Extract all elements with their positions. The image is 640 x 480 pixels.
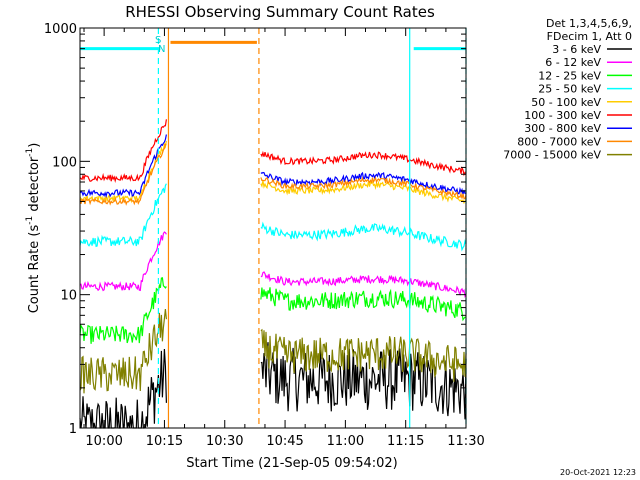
y-tick-label-10: 10 [60, 289, 77, 304]
s-marker-label: S [155, 35, 161, 46]
series-line-6-12-kev-post [260, 271, 467, 299]
x-tick-label-11:15: 11:15 [387, 434, 424, 449]
x-axis-ticks: 10:00 10:15 10:30 10:45 11:00 11:15 11:30 [83, 28, 485, 449]
x-tick-label-10:15: 10:15 [146, 434, 183, 449]
series-line-800-7000-kev-post [260, 176, 467, 200]
x-tick-label-10:45: 10:45 [266, 434, 303, 449]
x-tick-label-11:00: 11:00 [327, 434, 364, 449]
series-line-25-50-kev-post [260, 221, 467, 252]
legend-label-6-12-kev: 6 - 12 keV [545, 56, 601, 69]
y-tick-label-1: 1 [69, 422, 77, 437]
x-tick-label-10:00: 10:00 [85, 434, 122, 449]
x-tick-label-11:30: 11:30 [447, 434, 484, 449]
plot-frame [79, 27, 467, 429]
y-tick-label-100: 100 [52, 155, 77, 170]
series-line-12-25-kev-pre [79, 277, 167, 344]
series-line-100-300-kev-post [260, 150, 467, 177]
x-axis-label: Start Time (21-Sep-05 09:54:02) [186, 456, 397, 471]
series-line-50-100-kev-post [260, 180, 467, 205]
y-tick-label-1000: 1000 [44, 22, 77, 37]
plot-area [79, 40, 467, 429]
series-line-7000-15000-kev-post [260, 328, 467, 382]
legend-header-1: Det 1,3,4,5,6,9, [546, 17, 632, 30]
legend-label-100-300-kev: 100 - 300 keV [524, 109, 601, 122]
series-line-300-800-kev-pre [79, 134, 167, 199]
legend-label-50-100-kev: 50 - 100 keV [531, 96, 601, 109]
series-line-7000-15000-kev-pre [79, 309, 167, 394]
legend-label-25-50-kev: 25 - 50 keV [538, 83, 601, 96]
legend-label-12-25-kev: 12 - 25 keV [538, 69, 601, 82]
chart-title: RHESSI Observing Summary Count Rates [125, 3, 435, 21]
x-tick-label-10:30: 10:30 [206, 434, 243, 449]
series-line-800-7000-kev-pre [79, 143, 167, 206]
series-line-12-25-kev-post [260, 287, 467, 322]
legend-label-7000-15000-kev: 7000 - 15000 keV [503, 149, 601, 162]
legend-label-3-6-kev: 3 - 6 keV [552, 43, 601, 56]
legend-label-300-800-kev: 300 - 800 keV [524, 122, 601, 135]
series-line-6-12-kev-pre [80, 231, 167, 292]
y-axis-label: Count Rate (s-1 detector-1) [25, 143, 42, 314]
series-line-100-300-kev-pre [79, 119, 167, 183]
legend-header-2: FDecim 1, Att 0 [547, 30, 632, 43]
legend-label-800-7000-kev: 800 - 7000 keV [517, 135, 601, 148]
n-marker-label: N [158, 44, 165, 55]
footer-date: 20-Oct-2021 12:23 [560, 468, 636, 477]
y-axis-ticks: 1 10 100 1000 [44, 22, 466, 437]
series-line-25-50-kev-pre [79, 183, 167, 248]
